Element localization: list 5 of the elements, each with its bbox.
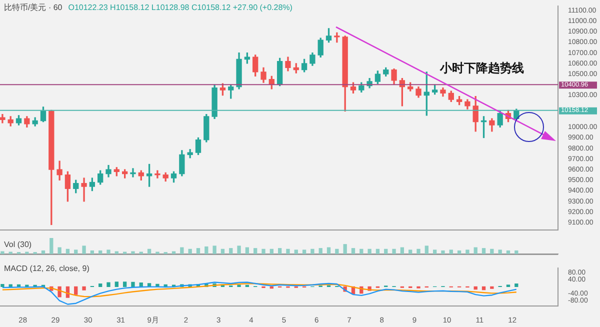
chart-subtitle: O10122.23 H10158.12 L10128.98 C10158.12 +27.90 (+0.28%)	[68, 3, 292, 12]
annotation: 小时下降趋势线	[440, 60, 524, 77]
chart-title: 比特币/美元 · 60	[4, 3, 62, 12]
chart-title: MACD (12, 26, close, 9)	[4, 264, 90, 273]
chart-title: Vol (30)	[4, 240, 32, 249]
